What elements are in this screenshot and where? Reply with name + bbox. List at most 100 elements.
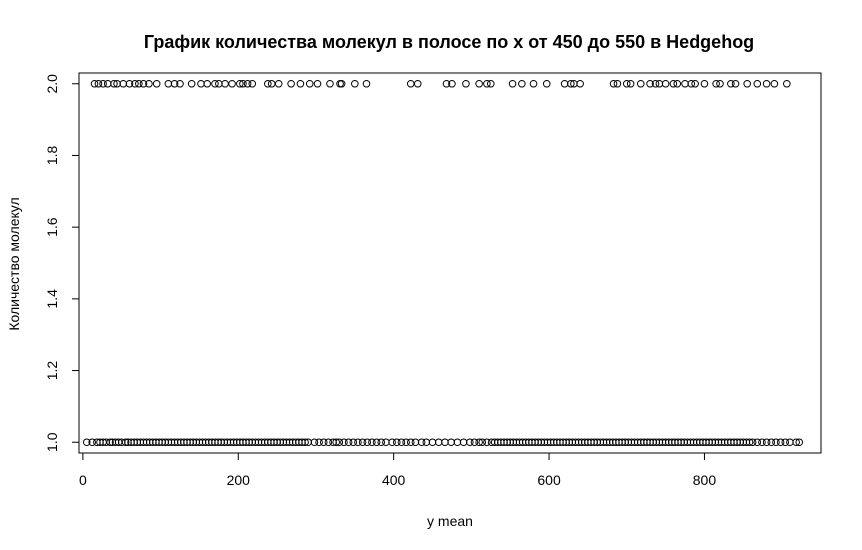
data-point: [135, 79, 143, 88]
x-tick-label: 400: [382, 472, 406, 488]
data-point: [529, 79, 538, 88]
data-point: [326, 79, 334, 88]
chart-title: График количества молекул в полосе по x …: [144, 32, 754, 52]
y-axis-label: Количество молекул: [6, 197, 22, 330]
data-point: [727, 79, 735, 88]
data-point: [428, 438, 437, 447]
data-point: [626, 79, 635, 88]
data-point: [669, 79, 678, 88]
data-point: [483, 79, 491, 88]
data-point: [131, 79, 139, 88]
data-point: [406, 438, 415, 447]
data-point: [411, 438, 420, 447]
data-point: [459, 438, 468, 447]
data-point: [691, 79, 699, 88]
data-point: [125, 79, 134, 88]
data-point: [354, 438, 362, 447]
data-point: [462, 79, 470, 88]
data-point: [221, 79, 229, 88]
y-tick-label: 1.6: [44, 217, 60, 237]
data-point: [786, 438, 794, 447]
data-point: [434, 438, 443, 447]
data-point: [274, 79, 283, 88]
data-point: [748, 438, 757, 447]
data-point: [82, 438, 91, 447]
data-points: [82, 79, 804, 447]
data-point: [236, 79, 244, 88]
data-point: [243, 79, 252, 88]
data-point: [661, 79, 670, 88]
data-point: [767, 438, 776, 447]
data-point: [264, 79, 272, 88]
data-point: [753, 79, 762, 88]
data-point: [687, 79, 696, 88]
data-point: [324, 438, 333, 447]
data-point: [362, 79, 371, 88]
data-point: [145, 79, 153, 88]
data-point: [337, 79, 346, 88]
data-point: [651, 79, 660, 88]
data-point: [358, 438, 367, 447]
data-point: [301, 438, 309, 447]
y-tick-label: 1.8: [44, 146, 60, 166]
data-point: [90, 79, 99, 88]
data-point: [164, 79, 173, 88]
data-point: [203, 79, 211, 88]
y-tick-label: 1.0: [44, 432, 60, 452]
data-point: [187, 79, 196, 88]
data-point: [448, 79, 456, 88]
data-point: [397, 438, 406, 447]
data-point: [99, 79, 107, 88]
data-point: [296, 79, 305, 88]
data-point: [176, 79, 184, 88]
data-point: [762, 438, 771, 447]
data-point: [88, 438, 97, 447]
data-point: [795, 438, 804, 447]
data-point: [382, 438, 390, 447]
data-point: [267, 79, 276, 88]
data-point: [655, 79, 664, 88]
data-point: [442, 79, 451, 88]
data-point: [336, 79, 344, 88]
data-point: [776, 438, 785, 447]
data-point: [106, 438, 114, 447]
data-point: [406, 79, 415, 88]
data-point: [228, 79, 236, 88]
data-point: [478, 438, 487, 447]
data-point: [402, 438, 410, 447]
data-point: [609, 79, 618, 88]
x-tick-label: 0: [79, 472, 87, 488]
data-point: [518, 79, 526, 88]
y-tick-label: 2.0: [44, 74, 60, 94]
data-point: [613, 79, 622, 88]
data-point: [197, 79, 205, 88]
data-point: [121, 438, 130, 447]
data-point: [712, 79, 720, 88]
data-point: [731, 79, 740, 88]
x-tick-label: 600: [537, 472, 561, 488]
data-point: [745, 438, 754, 447]
y-axis: 1.0 1.2 1.4 1.6 1.8 2.0: [44, 74, 80, 452]
plot-frame: [78, 72, 822, 454]
data-point: [422, 438, 431, 447]
data-point: [542, 79, 551, 88]
data-point: [152, 79, 161, 88]
data-point: [560, 79, 569, 88]
data-point: [349, 438, 358, 447]
data-point: [119, 79, 128, 88]
y-tick-label: 1.4: [44, 289, 60, 309]
data-point: [248, 79, 257, 88]
x-tick-label: 800: [693, 472, 717, 488]
data-point: [170, 79, 179, 88]
data-point: [622, 79, 631, 88]
data-point: [344, 438, 353, 447]
data-point: [310, 438, 319, 447]
data-point: [335, 438, 344, 447]
data-point: [239, 79, 247, 88]
data-point: [636, 79, 645, 88]
data-point: [792, 438, 800, 447]
x-tick-label: 200: [227, 472, 251, 488]
data-point: [681, 79, 689, 88]
data-point: [392, 438, 401, 447]
